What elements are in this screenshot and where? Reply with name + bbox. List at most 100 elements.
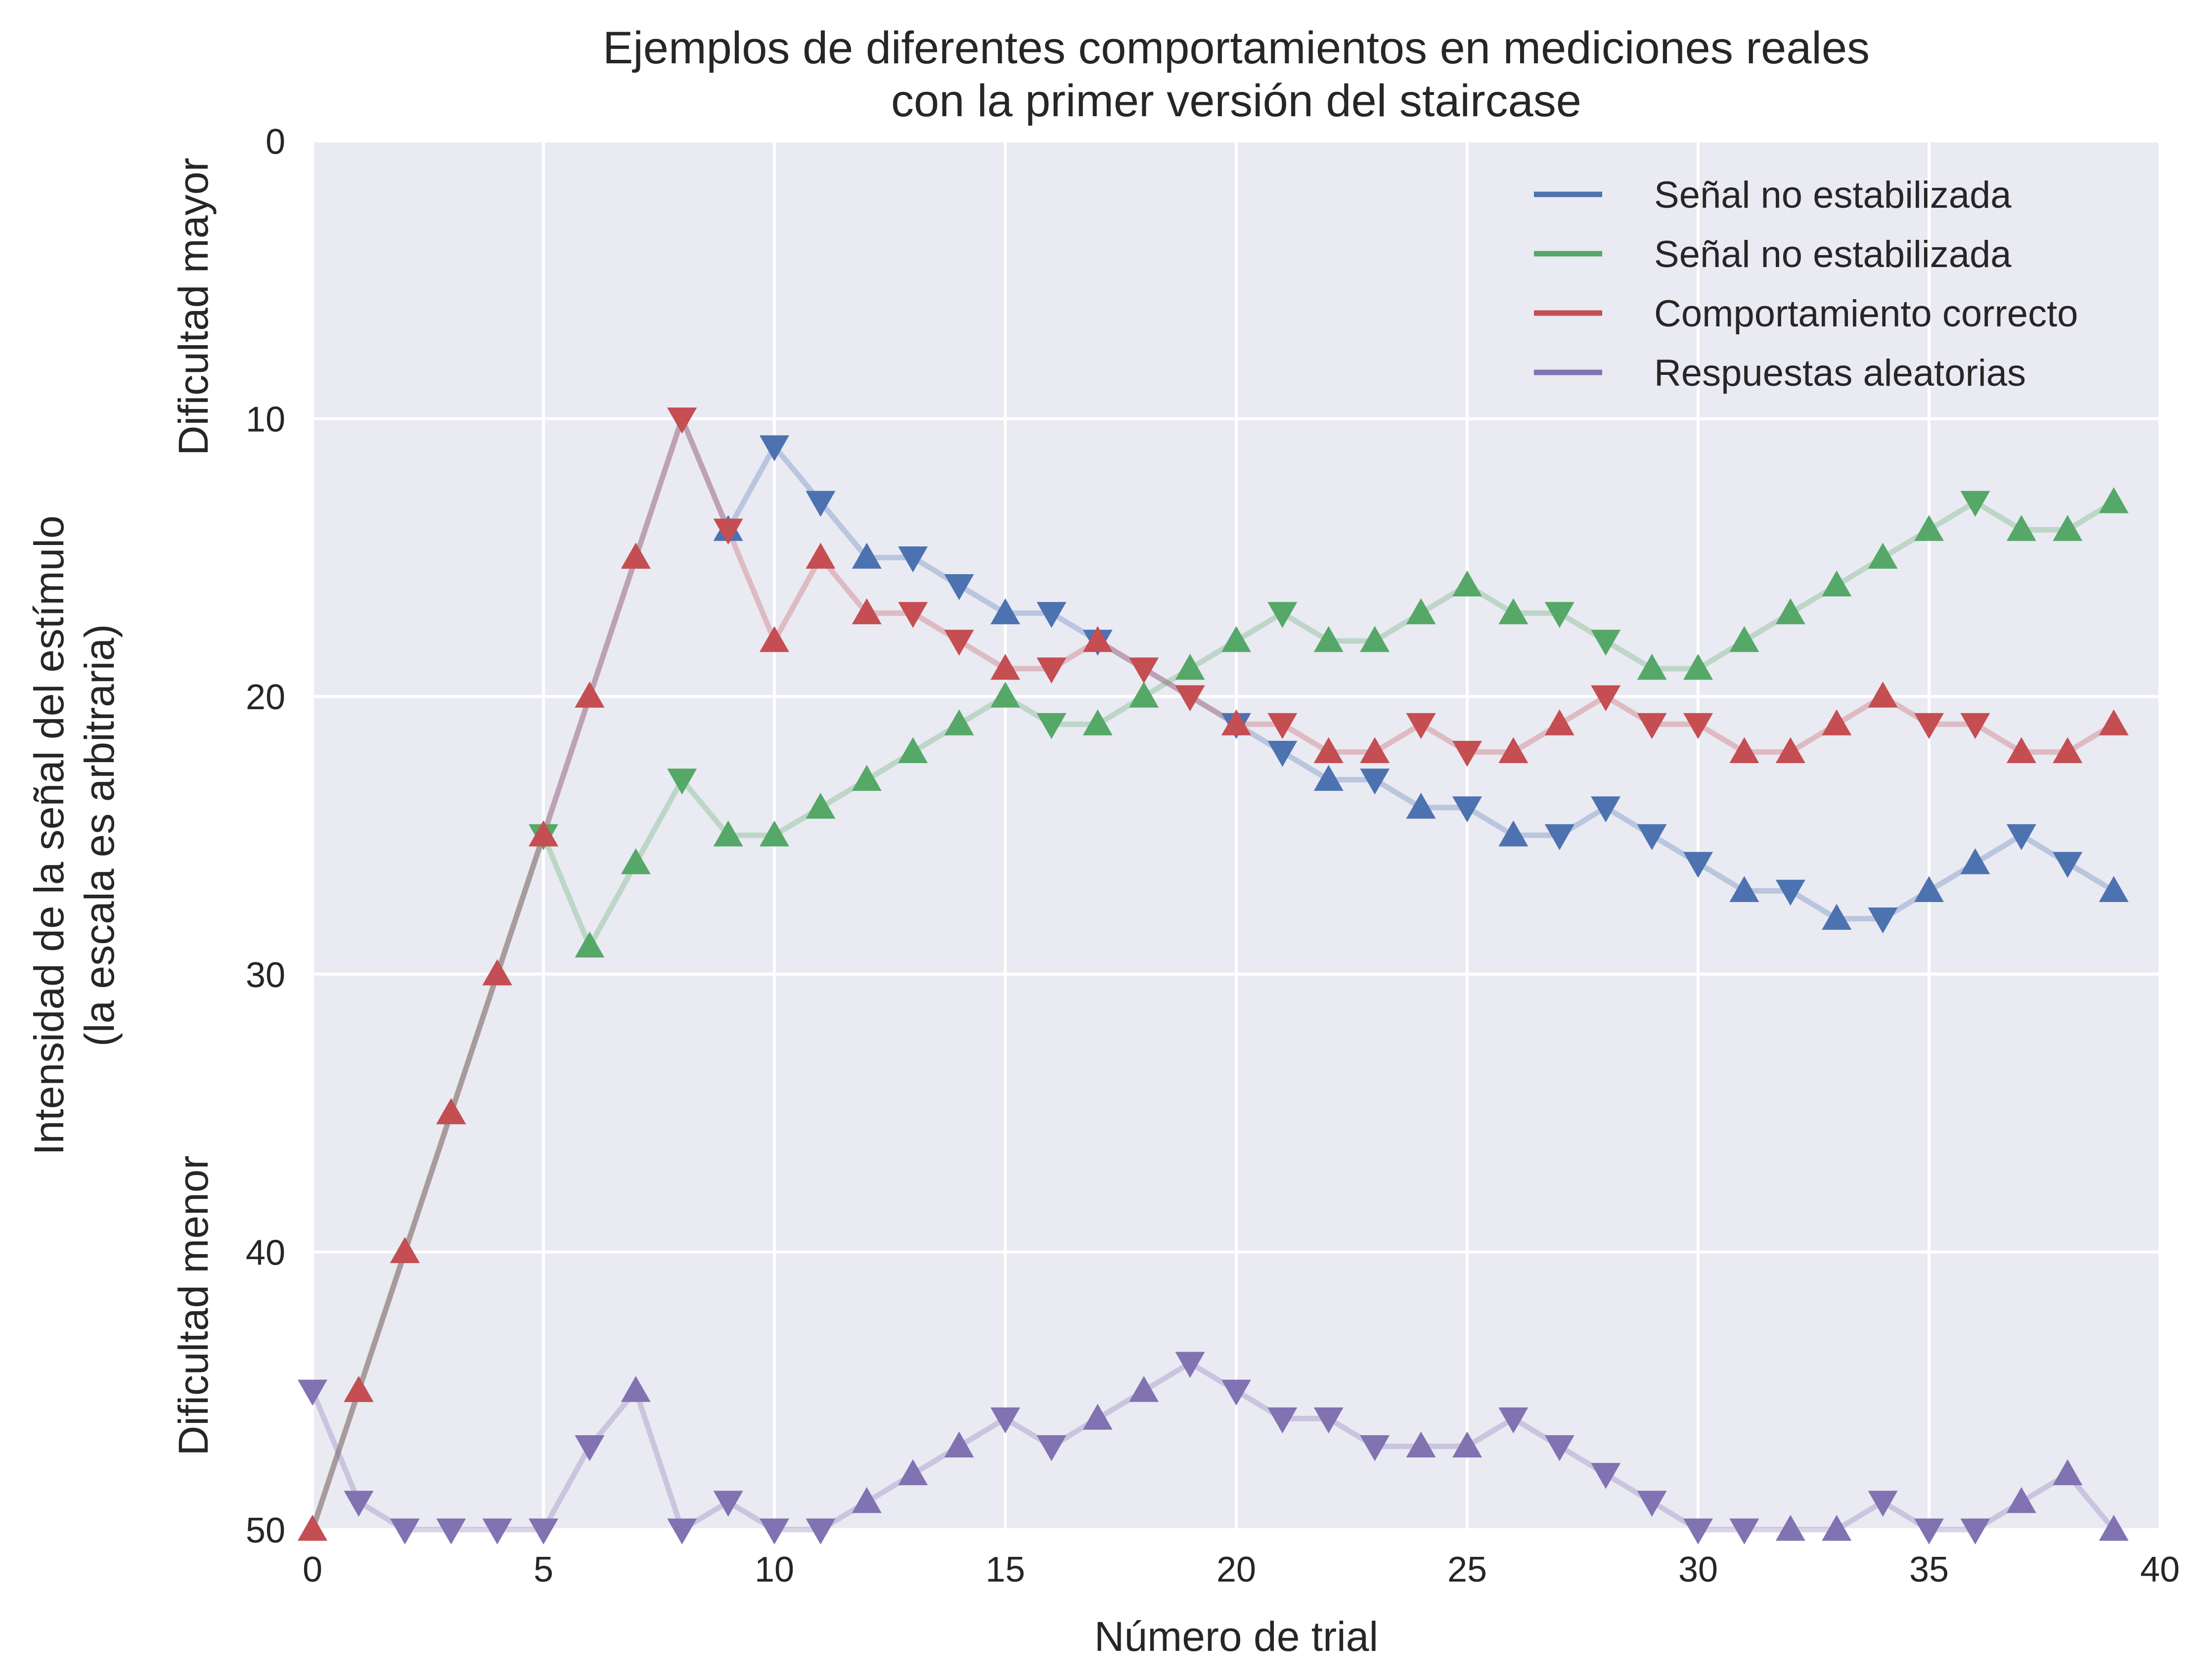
series-3-point	[806, 543, 836, 569]
series-line-1	[310, 416, 2115, 1531]
series-3-point	[1960, 713, 1990, 739]
series-2-point	[621, 848, 651, 874]
series-line-4	[310, 1360, 2116, 1533]
legend: Señal no estabilizada Señal no estabiliza…	[1534, 174, 2078, 394]
series-4-point	[529, 1518, 558, 1544]
series-2-point	[1544, 602, 1574, 628]
y-tick-label: 50	[246, 1511, 285, 1550]
series-2-point	[1221, 626, 1251, 652]
series-1-point	[1868, 907, 1898, 934]
series-4-point	[1452, 1431, 1482, 1458]
series-3-point	[1914, 713, 1944, 739]
series-1-point	[1775, 879, 1805, 906]
difficulty-label-bottom: Dificultad menor	[170, 1156, 217, 1456]
series-1-point	[944, 574, 974, 600]
series-2-point	[1822, 570, 1852, 597]
series-4-point	[898, 1459, 928, 1486]
series-2-point	[2053, 515, 2083, 541]
series-1-point	[1360, 769, 1390, 795]
legend-label-1: Señal no estabilizada	[1654, 174, 2012, 216]
series-2-point	[1637, 654, 1667, 680]
series-4-point	[990, 1407, 1020, 1434]
series-2-point	[1360, 626, 1390, 652]
series-4-point	[1129, 1376, 1159, 1402]
x-tick-labels: 0 5 10 15 20 25 30 35 40	[303, 1550, 2180, 1589]
series-4-point	[1960, 1518, 1990, 1544]
chart-title-line-2: con la primer versión del staircase	[891, 76, 1581, 126]
series-4-point	[806, 1518, 836, 1544]
series-3-point	[575, 681, 605, 708]
y-axis-label-line-1: Intensidad de la señal del estímulo	[26, 515, 72, 1155]
series-4-point	[1082, 1404, 1113, 1430]
series-2-point	[1036, 713, 1067, 739]
y-tick-label: 20	[246, 678, 285, 717]
series-1-point	[1498, 820, 1528, 847]
series-1-point	[852, 543, 882, 569]
series-1-point	[1683, 852, 1713, 878]
series-2-point	[713, 820, 743, 847]
series-3-point	[1267, 713, 1298, 739]
x-tick-label: 40	[2140, 1550, 2180, 1589]
series-4-point	[1175, 1352, 1205, 1378]
series-2-point	[990, 681, 1020, 708]
series-1-point	[1452, 796, 1482, 822]
series-2-point	[1775, 598, 1805, 625]
series-2-point	[1868, 543, 1898, 569]
series-4-point	[575, 1435, 605, 1461]
series-2-point	[2099, 487, 2129, 513]
series-2-point	[852, 765, 882, 791]
series-4-point	[1221, 1379, 1251, 1406]
series-2-point	[1313, 626, 1344, 652]
series-4-point	[713, 1491, 743, 1517]
series-3-point	[990, 654, 1020, 680]
legend-label-3: Comportamiento correcto	[1654, 293, 2078, 335]
series-4-point	[1637, 1491, 1667, 1517]
series-3-point	[1591, 685, 1621, 712]
series-1-point	[1313, 765, 1344, 791]
series-4-point	[1498, 1407, 1528, 1434]
series-3-point	[529, 820, 558, 847]
series-3-point	[344, 1376, 374, 1402]
y-tick-labels: 0 10 20 30 40 50	[246, 122, 285, 1550]
series-4-point	[2006, 1487, 2036, 1513]
grid	[311, 139, 2161, 1531]
series-3-point	[1683, 713, 1713, 739]
y-tick-label: 0	[266, 122, 285, 162]
series-3-point	[1360, 737, 1390, 764]
series-3-point	[1637, 713, 1667, 739]
x-tick-label: 30	[1678, 1550, 1718, 1589]
series-3-point	[898, 602, 928, 628]
series-3-point	[482, 959, 512, 986]
series-3-point	[2053, 737, 2083, 764]
series-4-point	[760, 1518, 789, 1544]
series-2-point	[1914, 515, 1944, 541]
series-4-point	[298, 1379, 327, 1406]
series-3-point	[1406, 713, 1436, 739]
chart-title-line-1: Ejemplos de diferentes comportamientos e…	[603, 23, 1870, 73]
series-3-point	[1129, 657, 1159, 684]
x-tick-label: 0	[303, 1550, 322, 1589]
series-2-point	[2006, 515, 2036, 541]
series-4-point	[1360, 1435, 1390, 1461]
series-2-point	[1683, 654, 1713, 680]
series-2-point	[1591, 630, 1621, 656]
series-4-point	[852, 1487, 882, 1513]
series-3-point	[1036, 657, 1067, 684]
series-2-point	[1082, 709, 1113, 735]
x-tick-label: 20	[1216, 1550, 1256, 1589]
series-4-point	[1914, 1518, 1944, 1544]
series-1-point	[1729, 876, 1759, 902]
series-1-point	[2099, 876, 2129, 902]
series-1-point	[1591, 796, 1621, 822]
series-3-point	[1452, 741, 1482, 767]
series-4-point	[2053, 1459, 2083, 1486]
x-tick-label: 35	[1909, 1550, 1949, 1589]
x-tick-label: 10	[755, 1550, 794, 1589]
series-2-point	[1498, 598, 1528, 625]
series-4-point	[1544, 1435, 1574, 1461]
series-1-point	[898, 546, 928, 573]
series-2-point	[1452, 570, 1482, 597]
series-2-point	[1267, 602, 1298, 628]
series-2-point	[1729, 626, 1759, 652]
y-tick-label: 30	[246, 955, 285, 995]
